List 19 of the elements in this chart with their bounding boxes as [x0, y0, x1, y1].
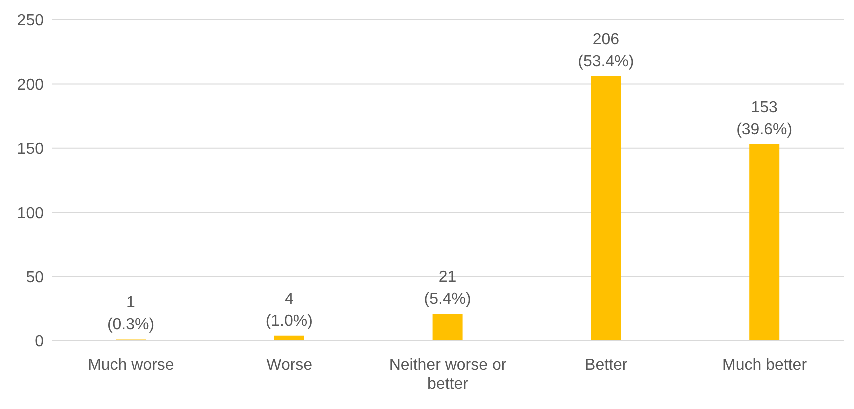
bar — [591, 76, 622, 341]
x-tick-label: Worse — [266, 356, 313, 374]
y-tick-label: 50 — [26, 269, 44, 286]
x-tick-label: Much better — [722, 356, 808, 374]
data-label: 1 (0.3%) — [107, 294, 155, 334]
data-label: 153 (39.6%) — [736, 100, 793, 139]
x-tick-label: Much worse — [88, 356, 174, 374]
data-label: 206 (53.4%) — [578, 31, 634, 70]
data-label: 21 (5.4%) — [424, 269, 472, 308]
bar — [750, 144, 780, 341]
y-tick-label: 150 — [17, 141, 44, 158]
y-tick-label: 0 — [35, 334, 44, 351]
x-tick-label: Neither worse or better — [389, 356, 508, 393]
bar — [432, 314, 463, 341]
y-tick-label: 250 — [17, 12, 44, 30]
x-tick-label: Better — [585, 356, 628, 374]
data-label: 4 (1.0%) — [266, 290, 313, 330]
y-tick-label: 200 — [17, 76, 44, 94]
y-tick-label: 100 — [17, 205, 44, 222]
